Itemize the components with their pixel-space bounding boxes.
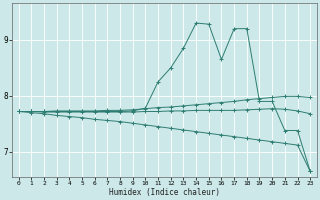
X-axis label: Humidex (Indice chaleur): Humidex (Indice chaleur) [109, 188, 220, 197]
